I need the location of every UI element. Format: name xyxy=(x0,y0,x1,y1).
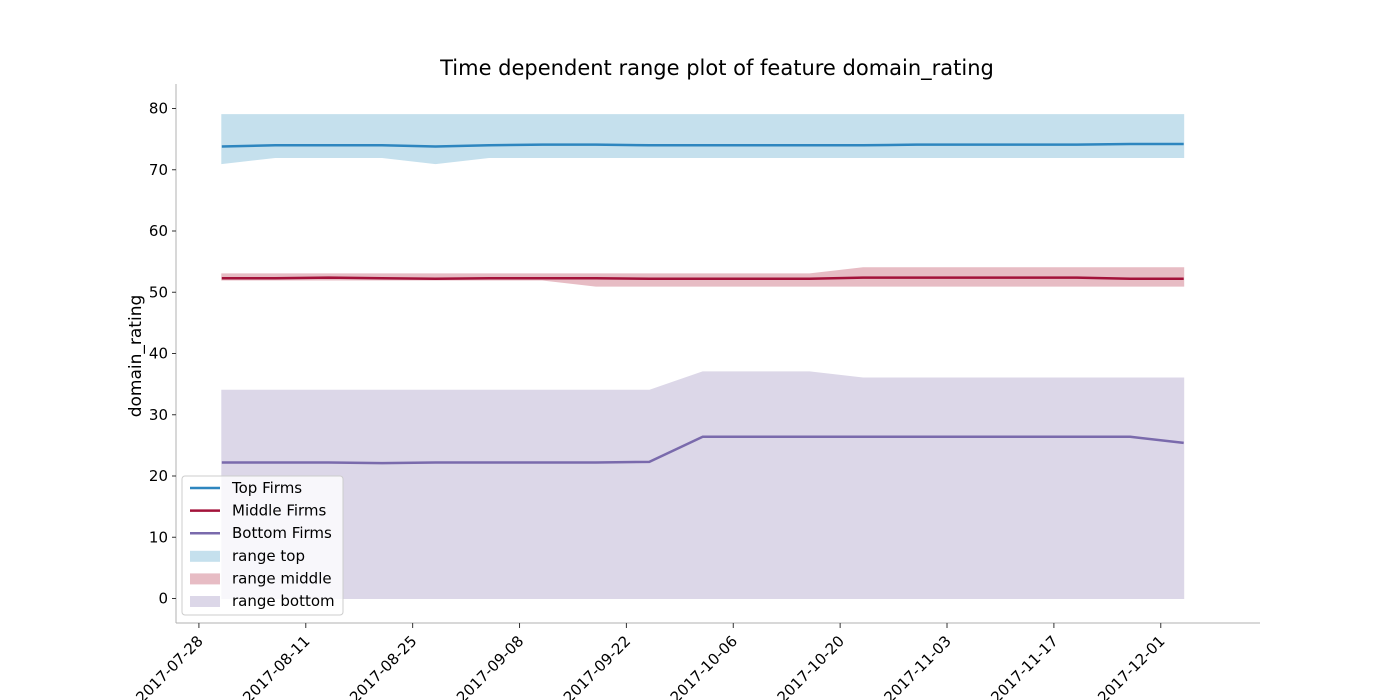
y-tick-label: 0 xyxy=(158,590,168,608)
top-firms-line xyxy=(221,142,1184,148)
range-top-legend-swatch xyxy=(190,550,220,562)
legend-box xyxy=(181,475,344,616)
x-tick-label: 2017-10-20 xyxy=(774,632,848,700)
x-tick-label: 2017-09-22 xyxy=(560,632,634,700)
x-tick-label: 2017-08-11 xyxy=(239,632,313,700)
range-top-legend-label: range top xyxy=(232,547,305,565)
bottom-firms-line xyxy=(221,435,1184,465)
range-bottom-area xyxy=(221,371,1185,599)
y-tick-label: 50 xyxy=(149,283,168,301)
x-tick-label: 2017-12-01 xyxy=(1094,632,1168,700)
series-lines xyxy=(221,142,1184,465)
chart-title: Time dependent range plot of feature dom… xyxy=(439,56,994,81)
range-middle-legend-label: range middle xyxy=(232,569,332,587)
x-tick-label: 2017-08-25 xyxy=(346,632,420,700)
y-tick-label: 20 xyxy=(149,467,168,485)
top-firms-legend-label: Top Firms xyxy=(231,479,302,497)
bottom-firms-legend-label: Bottom Firms xyxy=(232,524,332,542)
range-areas xyxy=(221,114,1185,599)
y-tick-label: 30 xyxy=(149,406,168,424)
x-tick-label: 2017-11-17 xyxy=(987,632,1061,700)
range-middle-legend-swatch xyxy=(190,573,220,585)
legend: Top Firms Middle Firms Bottom Firms range t… xyxy=(181,475,344,616)
middle-firms-legend-label: Middle Firms xyxy=(232,502,327,520)
y-axis-label: domain_rating xyxy=(126,295,146,418)
y-tick-label: 80 xyxy=(149,100,168,118)
range-middle-area xyxy=(221,267,1185,287)
x-tick-label: 2017-09-08 xyxy=(453,632,527,700)
x-tick-label: 2017-10-06 xyxy=(667,632,741,700)
x-tick-label: 2017-11-03 xyxy=(880,632,954,700)
y-tick-label: 10 xyxy=(149,528,168,546)
x-tick-label: 2017-07-28 xyxy=(132,632,206,700)
middle-firms-line xyxy=(221,276,1184,281)
range-bottom-legend-label: range bottom xyxy=(232,592,335,610)
range-bottom-legend-swatch xyxy=(190,596,220,607)
y-tick-label: 40 xyxy=(149,345,168,363)
range-top-area xyxy=(221,114,1185,165)
y-tick-label: 60 xyxy=(149,222,168,240)
y-tick-label: 70 xyxy=(149,161,168,179)
